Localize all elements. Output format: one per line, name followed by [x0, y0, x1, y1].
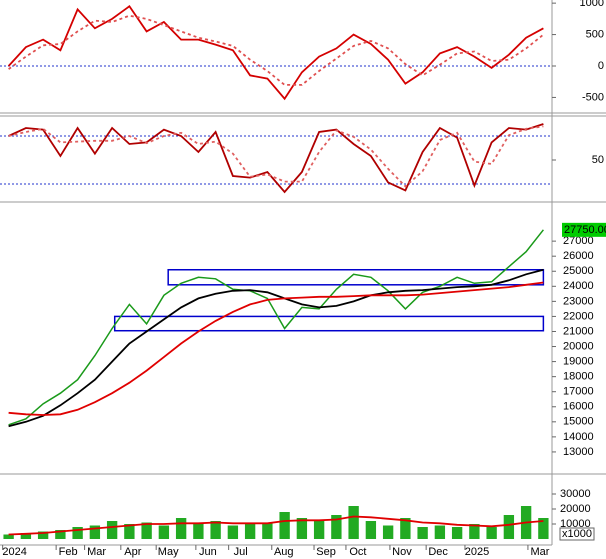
series-line — [8, 123, 544, 194]
x-tick-label: Apr — [124, 546, 141, 558]
x-tick-label: Nov — [392, 546, 412, 558]
volume-bar — [3, 534, 14, 539]
volume-bar — [451, 527, 463, 539]
y-tick-label: 16000 — [563, 401, 594, 413]
volume-bar — [141, 522, 152, 539]
series-line — [7, 5, 544, 101]
series-line — [8, 229, 544, 426]
x-tick-label: Jun — [199, 546, 217, 558]
volume-bar — [313, 521, 325, 539]
volume-bar — [331, 515, 342, 539]
y-tick-label: 1000 — [580, 0, 604, 9]
y-tick-label: 10000 — [560, 518, 591, 530]
volume-bar — [20, 533, 32, 539]
volume-bar — [538, 518, 549, 539]
x-tick-label: Jul — [234, 546, 248, 558]
last-value-box — [562, 222, 606, 237]
volume-bar — [72, 527, 83, 539]
volume-bar — [37, 531, 49, 539]
y-tick-label: 20000 — [563, 340, 594, 352]
y-tick-label: 50 — [592, 154, 604, 166]
series-line — [8, 125, 544, 188]
y-tick-label: 0 — [598, 60, 604, 72]
y-tick-label: 24000 — [563, 280, 594, 292]
last-value-label: 27750.00 — [564, 224, 606, 236]
y-tick-label: 25000 — [563, 265, 594, 277]
volume-bar — [210, 521, 221, 539]
volume-bar — [417, 527, 428, 539]
volume-bar — [400, 518, 411, 539]
volume-bar — [89, 525, 101, 539]
volume-bar — [365, 521, 377, 539]
volume-bar — [262, 522, 273, 539]
y-tick-label: 30000 — [560, 488, 591, 500]
x-tick-label: Sep — [316, 546, 336, 558]
x-tick-label: Oct — [349, 546, 366, 558]
volume-bar — [279, 512, 290, 539]
y-tick-label: 22000 — [563, 310, 594, 322]
x-tick-label: Mar — [87, 546, 106, 558]
x-tick-label: 2025 — [465, 546, 489, 558]
x-tick-label: Feb — [59, 546, 78, 558]
x-tick-label: May — [158, 546, 179, 558]
volume-bar — [55, 530, 66, 539]
volume-bar — [382, 525, 394, 539]
y-tick-label: 18000 — [563, 371, 594, 383]
y-tick-label: 21000 — [563, 325, 594, 337]
y-tick-label: 27000 — [563, 235, 594, 247]
unit-label: x1000 — [562, 528, 592, 540]
series-line — [8, 268, 544, 428]
y-tick-label: 20000 — [560, 503, 591, 515]
series-line — [8, 281, 544, 416]
y-tick-label: 13000 — [563, 446, 594, 458]
volume-bar — [296, 518, 308, 539]
x-tick-label: Dec — [428, 546, 448, 558]
volume-bar — [158, 525, 170, 539]
y-tick-label: 26000 — [563, 250, 594, 262]
y-tick-label: 17000 — [563, 386, 594, 398]
y-tick-label: 15000 — [563, 416, 594, 428]
y-tick-label: 14000 — [563, 431, 594, 443]
volume-bar — [227, 525, 239, 539]
volume-bar — [244, 524, 256, 539]
volume-bar — [434, 525, 446, 539]
volume-bar — [175, 518, 187, 539]
y-tick-label: 23000 — [563, 295, 594, 307]
series-line — [8, 14, 544, 86]
y-tick-label: 19000 — [563, 355, 594, 367]
volume-bar — [469, 524, 480, 539]
x-tick-label: 2024 — [2, 546, 26, 558]
volume-bar — [106, 521, 118, 539]
zone-box — [167, 268, 545, 286]
y-tick-label: 500 — [586, 28, 604, 40]
y-tick-label: -500 — [582, 91, 604, 103]
volume-bar — [486, 527, 497, 539]
volume-bar — [193, 524, 204, 539]
x-tick-label: Aug — [274, 546, 294, 558]
volume-bar — [503, 515, 515, 539]
x-tick-label: Mar — [530, 546, 549, 558]
zone-box — [113, 315, 545, 332]
unit-box — [559, 527, 595, 541]
volume-bar — [124, 524, 135, 539]
series-line — [8, 515, 544, 536]
volume-bar — [348, 506, 359, 539]
